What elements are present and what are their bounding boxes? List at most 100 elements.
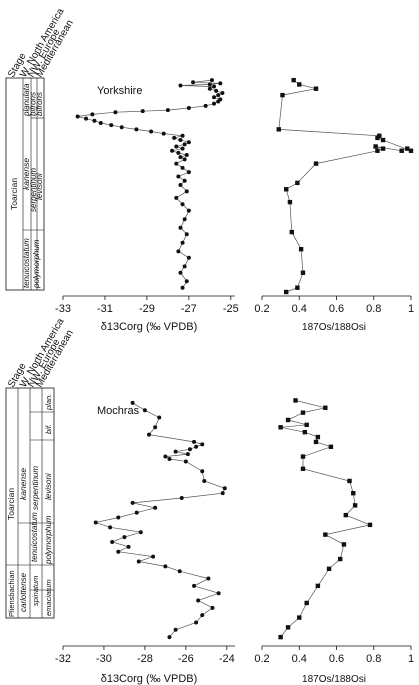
- data-point: [134, 127, 139, 132]
- x-tick-label: 0.8: [366, 303, 381, 315]
- data-point: [200, 469, 205, 474]
- series-line: [94, 402, 226, 638]
- strat-pliens-m: Pliensbachian: [7, 570, 16, 617]
- data-point: [373, 144, 378, 149]
- strat-kanense-m: kanense: [18, 468, 28, 500]
- data-point: [302, 429, 308, 435]
- data-point: [377, 133, 382, 138]
- data-point: [200, 613, 205, 618]
- data-point: [110, 539, 115, 544]
- mochras-title: Mochras: [97, 405, 140, 417]
- strat-serpentinum-m: serpentinum: [31, 466, 40, 510]
- data-point: [113, 110, 118, 115]
- data-point: [222, 486, 227, 491]
- data-point: [328, 444, 334, 449]
- data-point: [295, 180, 300, 186]
- data-point: [149, 129, 154, 134]
- data-point: [116, 515, 121, 520]
- data-point: [184, 232, 189, 237]
- x-tick-label: -27: [181, 303, 197, 315]
- data-point: [192, 583, 197, 588]
- data-point: [304, 600, 309, 606]
- data-point: [183, 459, 188, 464]
- x-tick-label: -33: [55, 303, 71, 315]
- data-point: [172, 135, 177, 140]
- data-point: [343, 512, 349, 518]
- data-point: [180, 240, 185, 245]
- data-point: [405, 146, 410, 151]
- data-point: [300, 466, 306, 471]
- x-tick-label: 1: [408, 653, 414, 665]
- data-point: [185, 452, 190, 457]
- data-point: [202, 478, 207, 483]
- data-point: [315, 434, 321, 440]
- x-tick-label: -29: [139, 303, 155, 315]
- mochras-d13c-xlabel: δ13Corg (‰ VPDB): [101, 673, 198, 685]
- x-tick-label: -24: [219, 653, 235, 665]
- data-point: [180, 146, 185, 151]
- data-point: [285, 417, 291, 423]
- data-point: [182, 178, 187, 183]
- data-point: [194, 444, 199, 449]
- data-point: [209, 78, 214, 83]
- x-tick-label: -31: [97, 303, 113, 315]
- data-point: [380, 146, 386, 151]
- data-point: [142, 408, 147, 413]
- strat-spinatum-m: spinatum: [31, 576, 40, 606]
- data-point: [297, 82, 302, 87]
- data-point: [287, 199, 293, 205]
- series-line: [280, 400, 372, 638]
- data-point: [178, 270, 183, 275]
- data-point: [165, 108, 170, 113]
- data-point: [207, 82, 212, 87]
- x-tick-label: 0.6: [329, 303, 344, 315]
- data-point: [130, 500, 135, 505]
- data-point: [315, 583, 321, 589]
- data-point: [285, 625, 291, 630]
- data-point: [323, 405, 328, 410]
- x-tick-label: 0.6: [329, 653, 344, 665]
- data-point: [214, 88, 219, 93]
- data-point: [300, 270, 306, 275]
- strat-polymorphum-m: polymorphum: [44, 515, 53, 565]
- yorkshire-d13c-panel: -33 -31 -29 -27 -25: [55, 78, 239, 315]
- mochras-os-panel: 0.2 0.4 0.6 0.8 1: [254, 398, 414, 665]
- data-point: [163, 454, 168, 459]
- data-point: [313, 161, 319, 166]
- data-point: [194, 620, 199, 625]
- yorkshire-os-xlabel: 187Os/188Osi: [302, 322, 366, 333]
- data-point: [304, 422, 309, 428]
- data-point: [75, 114, 80, 119]
- data-point: [157, 415, 162, 420]
- data-point: [200, 442, 205, 447]
- data-point: [174, 195, 179, 200]
- data-point: [178, 138, 183, 143]
- data-point: [161, 131, 166, 136]
- data-point: [351, 490, 356, 496]
- data-point: [203, 103, 208, 108]
- x-tick-label: 0.2: [254, 653, 269, 665]
- data-point: [147, 432, 151, 437]
- data-point: [179, 496, 184, 501]
- data-point: [180, 133, 185, 138]
- data-point: [98, 120, 103, 125]
- strat-emaciatum-m: emaciatum: [44, 579, 53, 616]
- data-point: [216, 93, 221, 98]
- data-point: [276, 127, 281, 132]
- data-point: [191, 80, 196, 85]
- data-point: [151, 554, 156, 559]
- data-point: [184, 279, 189, 284]
- yorkshire-d13c-xlabel: δ13Corg (‰ VPDB): [101, 321, 198, 333]
- data-point: [352, 503, 358, 508]
- data-point: [220, 90, 225, 95]
- data-point: [341, 542, 347, 547]
- data-point: [138, 530, 143, 535]
- data-point: [278, 425, 283, 430]
- x-tick-label: 1: [408, 303, 414, 315]
- data-point: [187, 447, 192, 452]
- data-point: [297, 615, 302, 620]
- data-point: [134, 510, 139, 515]
- strat-headers-mochras: Stage W. North America NW. Europe Medite…: [6, 316, 76, 389]
- data-point: [178, 83, 183, 88]
- data-point: [295, 285, 300, 290]
